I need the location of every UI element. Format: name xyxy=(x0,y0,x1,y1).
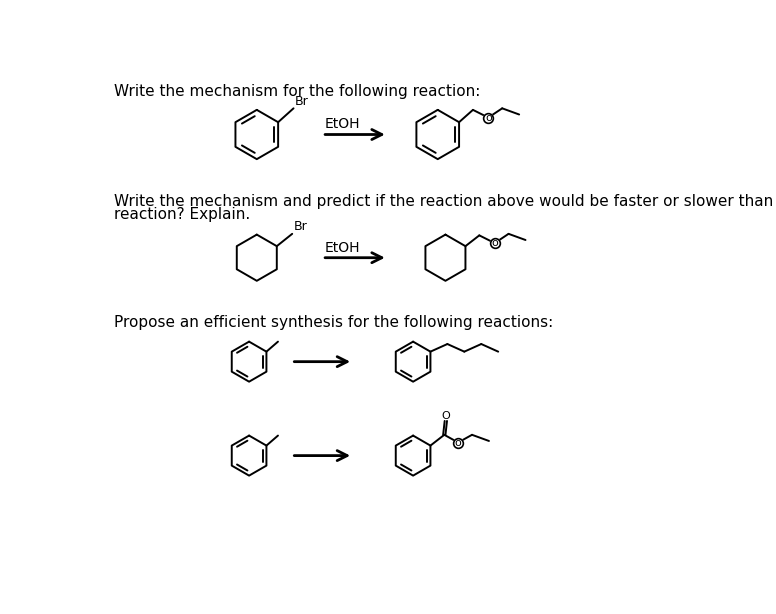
Text: Write the mechanism for the following reaction:: Write the mechanism for the following re… xyxy=(114,85,480,99)
Text: Propose an efficient synthesis for the following reactions:: Propose an efficient synthesis for the f… xyxy=(114,316,553,330)
Text: o: o xyxy=(455,438,462,448)
Text: Write the mechanism and predict if the reaction above would be faster or slower : Write the mechanism and predict if the r… xyxy=(114,194,776,209)
Text: o: o xyxy=(485,112,492,123)
Text: Br: Br xyxy=(295,95,309,107)
Text: reaction? Explain.: reaction? Explain. xyxy=(114,207,251,222)
Text: o: o xyxy=(491,238,498,248)
Text: Br: Br xyxy=(294,220,307,233)
Text: O: O xyxy=(442,411,450,421)
Text: EtOH: EtOH xyxy=(324,241,360,255)
Text: EtOH: EtOH xyxy=(324,117,360,131)
